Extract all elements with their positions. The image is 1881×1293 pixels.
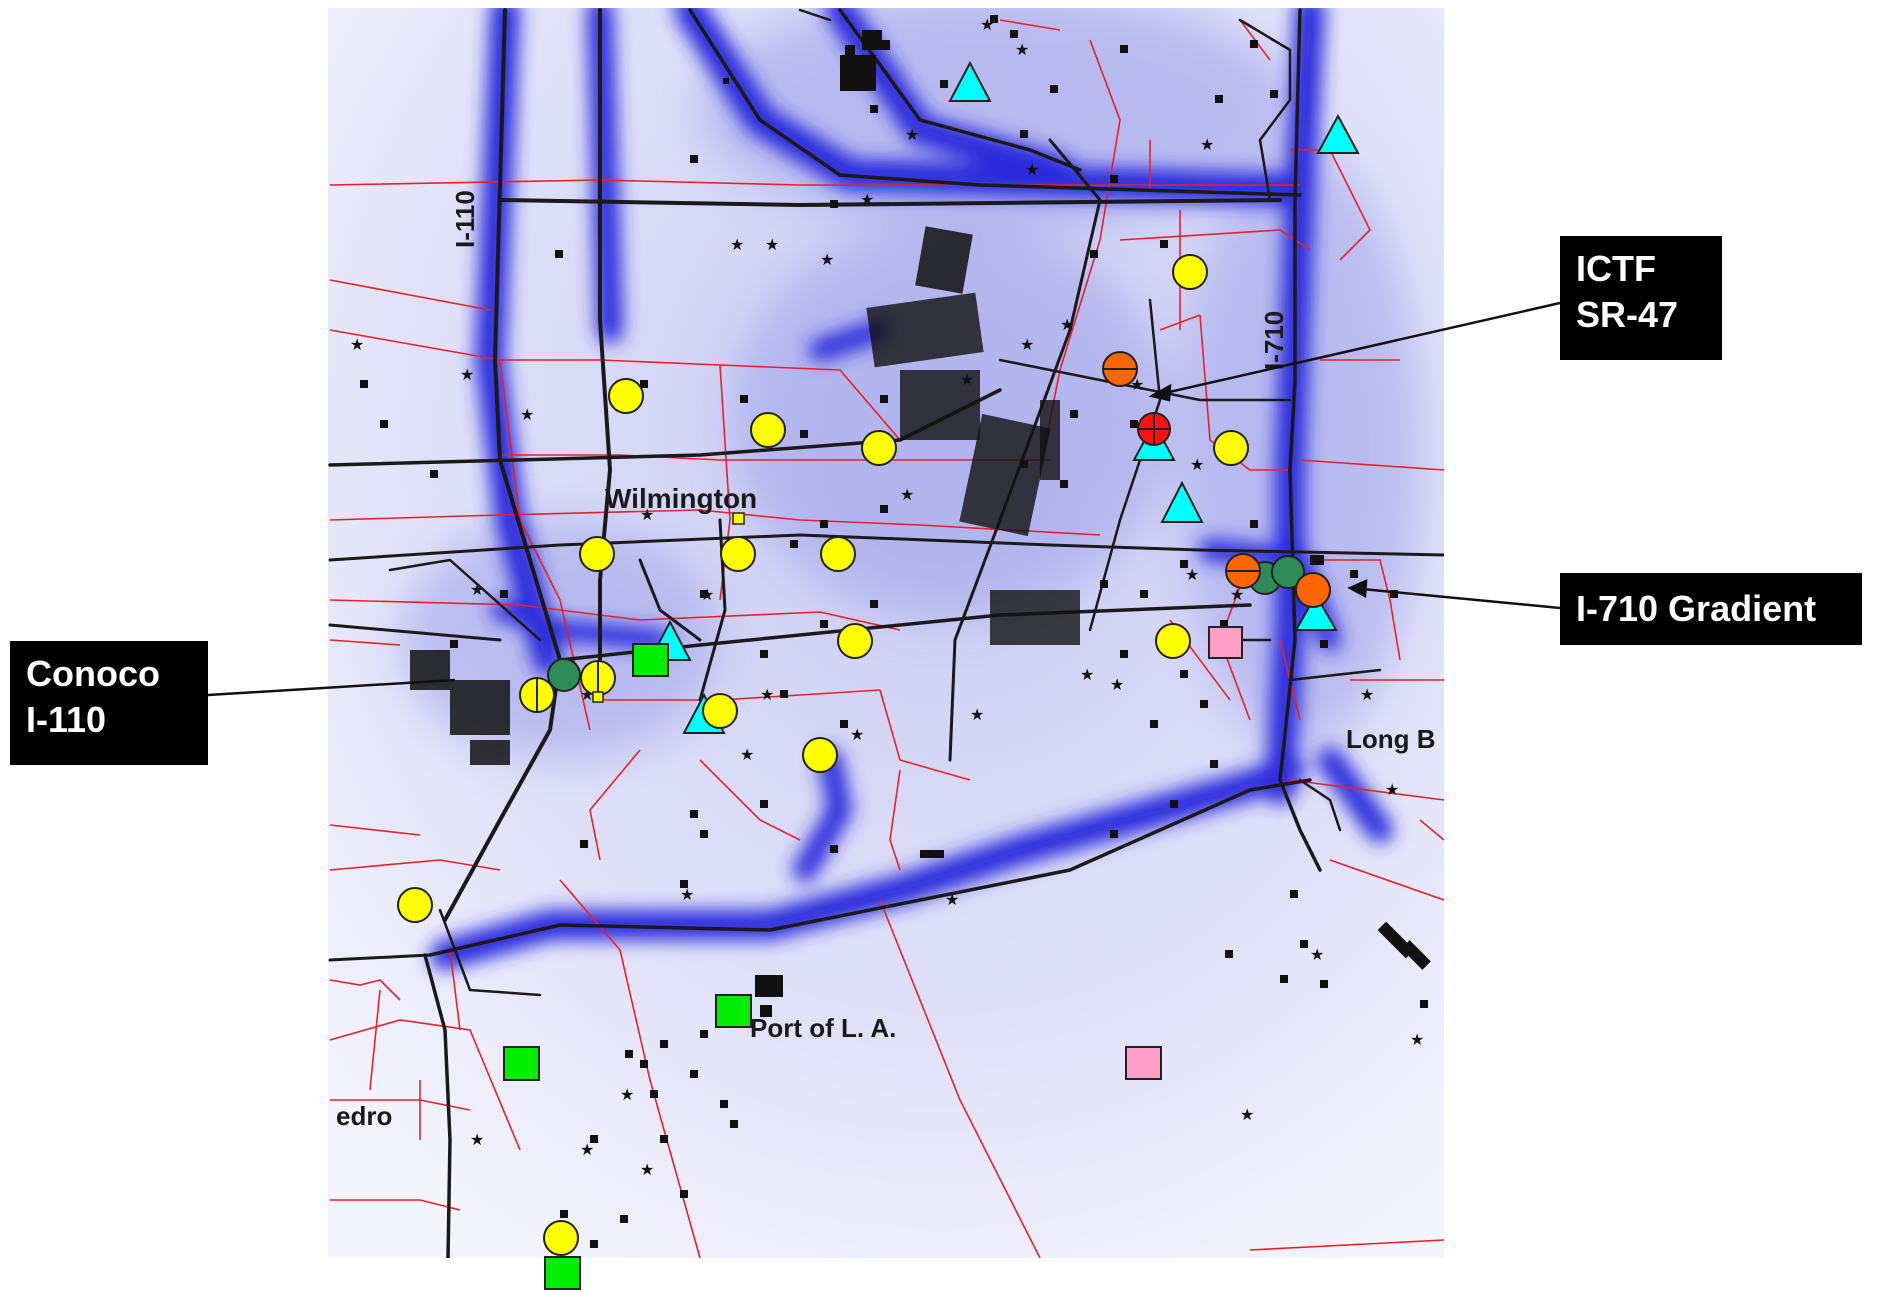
small-yellow-marker [732,512,745,525]
svg-text:★: ★ [960,370,974,389]
callout-leaders [207,301,1561,697]
svg-text:★: ★ [1020,335,1034,354]
svg-text:★: ★ [850,725,864,744]
label-i710: I-710 [1259,311,1289,370]
emission-sources: ★★★ ★★★ ★★★ ★★★ ★★★ ★★★ ★★★ ★★ ★ ★ ★ ★ ★★ ★ … [350,15,1431,1248]
svg-text:★: ★ [905,125,919,144]
label-long-beach: Long B [1346,724,1436,754]
red-crossed-circle-icon [1137,412,1171,446]
svg-text:★: ★ [980,15,994,34]
dark-green-circle-icon [547,555,1305,692]
svg-text:★: ★ [460,365,474,384]
svg-text:★: ★ [1110,675,1124,694]
callout-ictf: ICTF SR-47 [1560,236,1722,360]
svg-text:★: ★ [1015,40,1029,59]
label-port-la: Port of L. A. [750,1013,896,1043]
svg-text:★: ★ [1410,1030,1424,1049]
svg-text:★: ★ [730,235,744,254]
svg-text:★: ★ [765,235,779,254]
svg-text:★: ★ [580,1140,594,1159]
svg-text:★: ★ [700,585,714,604]
monitor-markers [397,60,1360,1290]
callout-conoco-line1: Conoco [26,653,160,694]
svg-text:★: ★ [945,890,959,909]
svg-text:★: ★ [1025,160,1039,179]
callout-ictf-line2: SR-47 [1576,294,1679,335]
callout-ictf-line1: ICTF [1576,248,1656,289]
yellow-circle-icon [397,254,1249,1256]
label-i110: I-110 [450,190,480,248]
svg-text:★: ★ [970,705,984,724]
label-wilmington: Wilmington [605,483,757,514]
label-san-pedro: edro [336,1101,392,1131]
svg-text:★: ★ [1310,945,1324,964]
svg-text:★: ★ [1060,315,1074,334]
pink-square-icon [1125,626,1243,1080]
svg-text:★: ★ [1385,780,1399,799]
callout-i710-gradient-line1: I-710 Gradient [1576,588,1817,629]
svg-text:★: ★ [1230,585,1244,604]
svg-text:★: ★ [740,745,754,764]
svg-text:★: ★ [1360,685,1374,704]
svg-text:★: ★ [1190,455,1204,474]
svg-text:★: ★ [470,1130,484,1149]
svg-text:★: ★ [1080,665,1094,684]
svg-text:★: ★ [820,250,834,269]
svg-text:★: ★ [680,885,694,904]
callout-i710-gradient: I-710 Gradient [1560,573,1862,645]
svg-text:★: ★ [470,580,484,599]
callout-conoco-line2: I-110 [26,699,107,740]
green-square-icon [503,643,752,1290]
svg-text:★: ★ [900,485,914,504]
svg-text:★: ★ [520,405,534,424]
svg-text:★: ★ [1185,565,1199,584]
svg-text:★: ★ [860,190,874,209]
svg-text:★: ★ [1240,1105,1254,1124]
svg-text:★: ★ [640,505,654,524]
svg-text:★: ★ [350,335,364,354]
svg-text:★: ★ [620,1085,634,1104]
svg-text:★: ★ [1200,135,1214,154]
svg-text:★: ★ [760,685,774,704]
callout-conoco: Conoco I-110 [10,641,208,765]
svg-text:★: ★ [640,1160,654,1179]
road-network [328,8,1444,1258]
